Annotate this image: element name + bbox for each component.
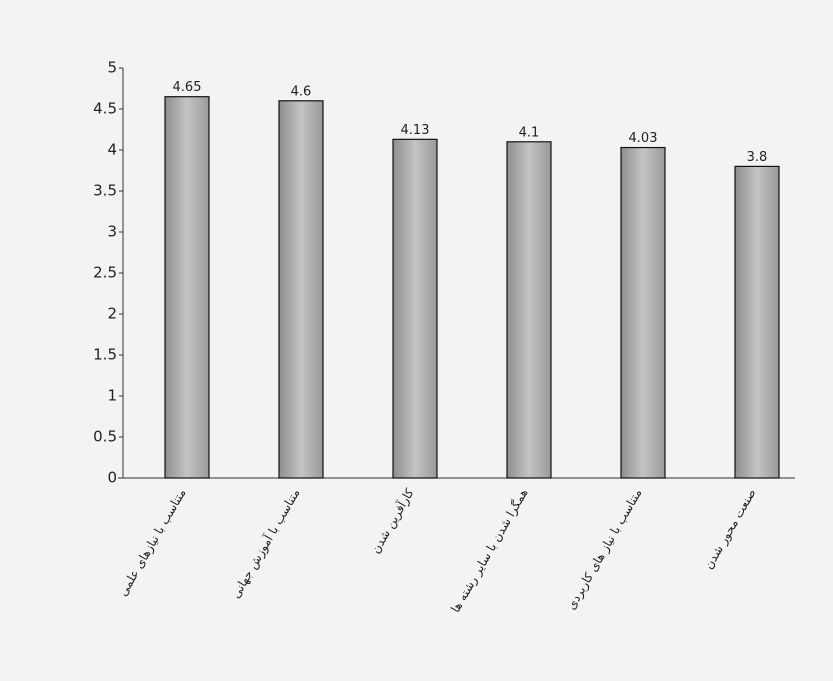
y-tick-label: 1 [107, 387, 117, 405]
bar [507, 142, 551, 478]
bar [735, 166, 779, 478]
bar [279, 101, 323, 478]
y-tick-label: 0.5 [93, 428, 117, 446]
bar [165, 97, 209, 478]
value-label: 4.03 [629, 131, 658, 146]
value-label: 4.65 [173, 80, 202, 95]
y-tick-label: 4 [107, 141, 117, 159]
y-tick-label: 0 [107, 469, 117, 487]
value-label: 4.13 [401, 123, 430, 138]
chart: 00.511.522.533.544.554.65متناسب با نیازه… [0, 0, 833, 681]
y-tick-label: 1.5 [93, 346, 117, 364]
y-tick-label: 2 [107, 305, 117, 323]
value-label: 3.8 [747, 150, 768, 165]
y-tick-label: 3.5 [93, 182, 117, 200]
bar [621, 148, 665, 478]
value-label: 4.1 [519, 125, 540, 140]
y-tick-label: 2.5 [93, 264, 117, 282]
value-label: 4.6 [291, 84, 312, 99]
bar [393, 139, 437, 478]
y-tick-label: 4.5 [93, 100, 117, 118]
y-tick-label: 5 [107, 59, 117, 77]
y-tick-label: 3 [107, 223, 117, 241]
